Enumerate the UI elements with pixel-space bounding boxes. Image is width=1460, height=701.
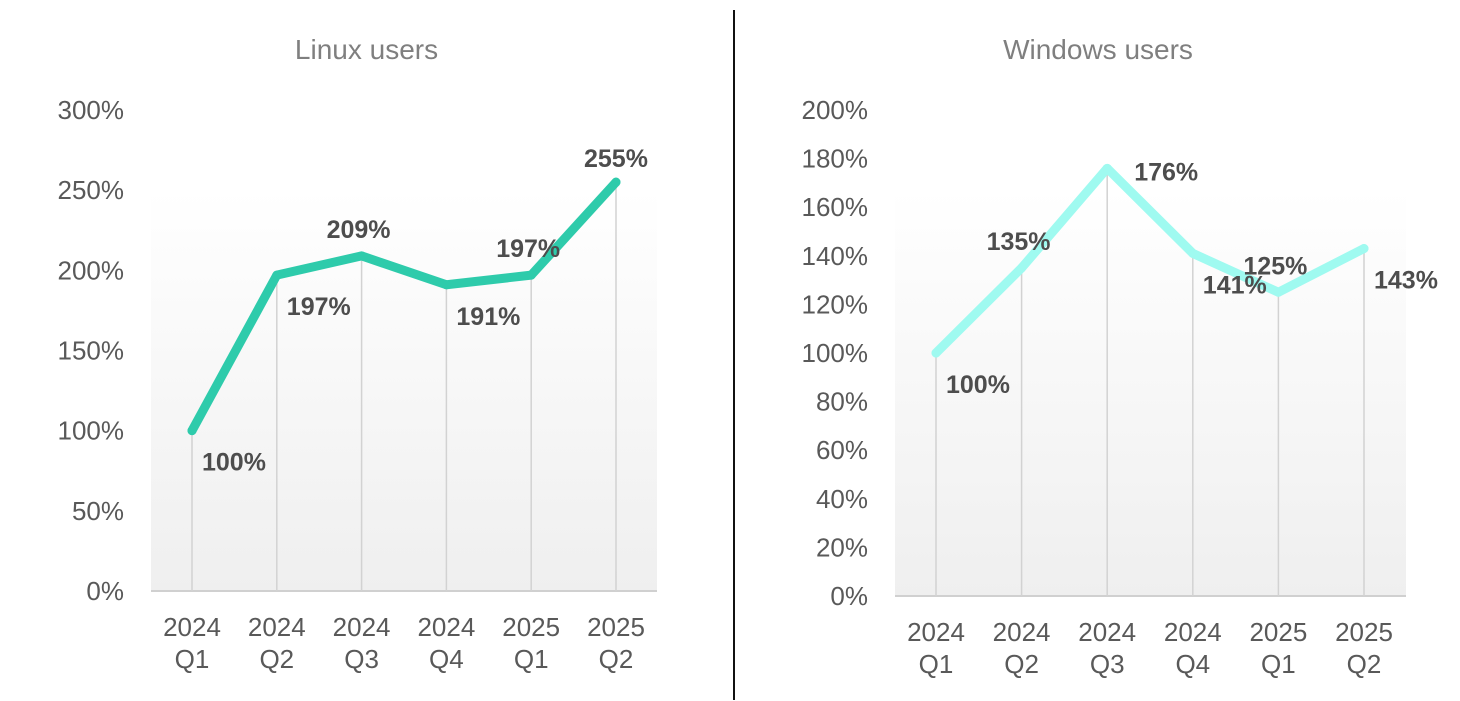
data-point [526,270,536,280]
data-point [187,426,197,436]
y-tick-label: 50% [72,496,124,526]
data-point [931,348,941,358]
data-label: 191% [456,303,520,331]
data-label: 100% [202,449,266,477]
chart-title: Windows users [1003,34,1193,65]
data-point [272,270,282,280]
data-label: 197% [287,293,351,321]
x-tick-label: 2024 Q4 [417,612,475,674]
panel-divider [733,10,735,700]
x-tick-label: 2024 Q3 [1078,617,1136,679]
data-point [1359,244,1369,254]
x-tick-label: 2024 Q2 [248,612,306,674]
data-point [357,251,367,261]
chart-title: Linux users [294,34,439,65]
x-tick-label: 2025 Q1 [502,612,560,674]
data-point [1273,287,1283,297]
y-tick-label: 120% [802,289,869,319]
x-tick-label: 2024 Q4 [1164,617,1222,679]
data-label: 141% [1203,271,1267,299]
data-label: 255% [584,145,648,173]
y-tick-label: 140% [802,241,869,271]
data-label: 176% [1134,158,1198,186]
data-label: 143% [1374,267,1438,295]
data-label: 100% [946,371,1010,399]
y-tick-label: 160% [802,192,869,222]
y-tick-label: 0% [830,581,868,611]
data-label: 197% [496,235,560,263]
y-tick-label: 100% [802,338,869,368]
data-label: 209% [327,216,391,244]
data-point [611,177,621,187]
series-line [187,177,621,436]
data-point [1102,163,1112,173]
linux-chart-panel: Linux users 0% 50% 100% 150% 200% 250% 300% 202… [58,34,657,674]
windows-chart-panel: Windows users 0% 20% 40% 60% 80% 100% 120% 140%… [736,0,1460,701]
y-tick-label: 80% [816,387,868,417]
x-tick-label: 2024 Q2 [993,617,1051,679]
y-tick-label: 180% [802,144,869,174]
data-point [1017,263,1027,273]
linux-chart-svg: 0% 50% 100% 150% 200% 250% 300% 2024 Q1 2024 Q2 202… [58,95,657,674]
series-line [931,163,1369,358]
y-tick-label: 40% [816,484,868,514]
y-tick-label: 60% [816,435,868,465]
y-tick-label: 300% [58,95,125,125]
y-tick-label: 200% [58,255,125,285]
y-tick-label: 150% [58,336,125,366]
data-point [1188,248,1198,258]
x-tick-label: 2024 Q1 [907,617,965,679]
x-tick-label: 2025 Q2 [587,612,645,674]
x-tick-label: 2024 Q3 [333,612,391,674]
x-tick-label: 2025 Q1 [1249,617,1307,679]
y-tick-label: 0% [86,576,124,606]
plot-area [151,190,657,591]
x-tick-label: 2025 Q2 [1335,617,1393,679]
data-label: 135% [987,228,1051,256]
x-tick-label: 2024 Q1 [163,612,221,674]
y-tick-label: 100% [58,416,125,446]
y-tick-label: 20% [816,532,868,562]
plot-area [895,190,1406,596]
y-tick-label: 200% [802,95,869,125]
y-tick-label: 250% [58,175,125,205]
windows-chart-svg: 0% 20% 40% 60% 80% 100% 120% 140% 160% 180% 200% 20… [802,95,1438,679]
data-label: 125% [1243,252,1307,280]
data-point [441,280,451,290]
